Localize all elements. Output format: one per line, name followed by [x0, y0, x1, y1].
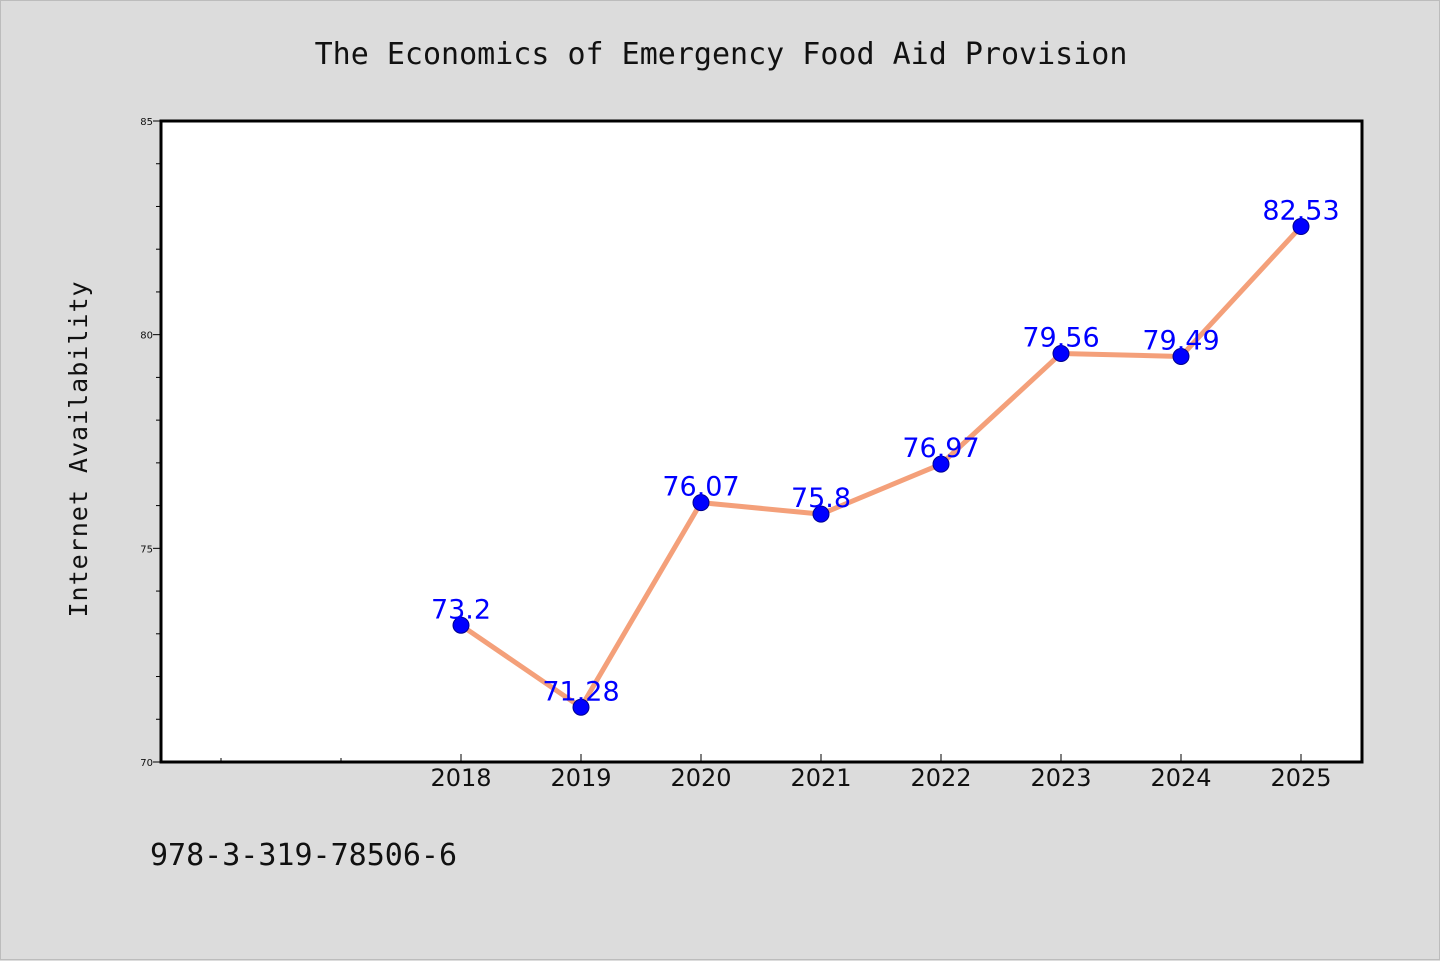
x-tick-label: 2018: [430, 764, 491, 792]
data-label: 79.56: [1022, 322, 1099, 353]
data-label: 71.28: [542, 676, 619, 707]
x-tick-label: 2020: [670, 764, 731, 792]
data-label: 73.2: [431, 594, 491, 625]
chart-title: The Economics of Emergency Food Aid Prov…: [315, 37, 1128, 72]
x-tick-label: 2022: [910, 764, 971, 792]
data-point-marker: [452, 616, 470, 634]
y-tick-label: 70: [140, 758, 153, 769]
y-axis-label: Internet Availability: [64, 280, 93, 617]
data-point-marker: [692, 494, 710, 512]
data-point-marker: [1172, 347, 1190, 365]
x-tick-label: 2019: [550, 764, 611, 792]
data-point-marker: [1292, 218, 1310, 236]
data-label: 75.8: [791, 483, 851, 514]
y-tick-label: 80: [140, 331, 153, 342]
data-point-marker: [932, 455, 950, 473]
x-tick-label: 2023: [1030, 764, 1091, 792]
data-label: 76.97: [902, 433, 979, 464]
data-label: 79.49: [1142, 325, 1219, 356]
footer-code: 978-3-319-78506-6: [150, 838, 457, 873]
series-line: [458, 224, 1304, 710]
plot-frame: [159, 119, 1364, 764]
x-tick-label: 2025: [1270, 764, 1331, 792]
y-tick-label: 85: [140, 117, 153, 128]
data-series: 73.2 71.28 76.07 75.8 76.97 79.56 79.49 82.53: [431, 196, 1340, 716]
y-tick-label: 75: [140, 544, 153, 555]
data-point-marker: [572, 698, 590, 716]
data-point-marker: [812, 505, 830, 523]
data-label: 82.53: [1262, 196, 1339, 227]
x-tick-label: 2024: [1150, 764, 1211, 792]
y-axis: 70 75 80 85: [140, 117, 161, 769]
x-axis: 2018 2019 2020 2021 2022 2023 2024 2025: [220, 754, 1332, 792]
plot-area: [161, 121, 1362, 762]
data-point-marker: [1052, 344, 1070, 362]
data-label: 76.07: [662, 472, 739, 503]
x-tick-label: 2021: [790, 764, 851, 792]
